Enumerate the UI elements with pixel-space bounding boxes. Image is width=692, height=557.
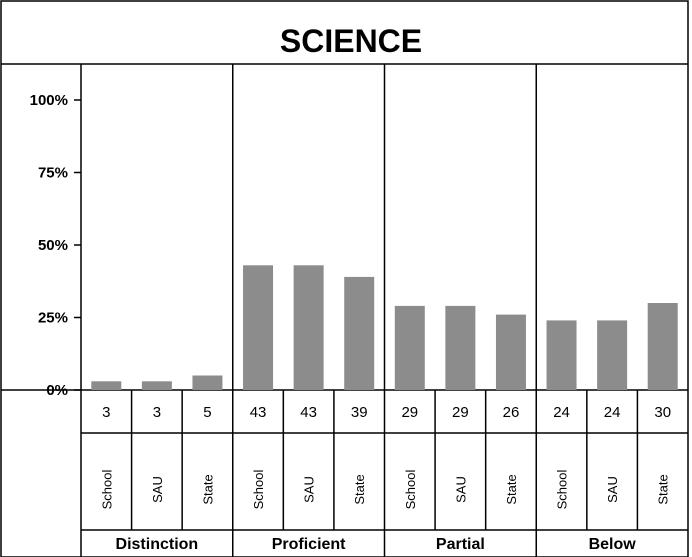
bar [647, 303, 678, 390]
bars-layer [91, 265, 678, 390]
entity-label: SAU [302, 476, 317, 503]
bar [91, 381, 122, 390]
bar [192, 375, 223, 390]
bar [243, 265, 274, 390]
y-tick-label: 75% [38, 165, 68, 182]
value-label: 3 [153, 404, 161, 421]
y-tick-label: 25% [38, 310, 68, 327]
entity-label: School [99, 470, 114, 510]
bar [293, 265, 324, 390]
entity-label: State [352, 474, 367, 504]
bar [546, 320, 577, 390]
entity-label: School [251, 470, 266, 510]
labels-layer: SCIENCE 0% 25% 50% 75% 100% Distinction 3 Schoo… [30, 23, 671, 553]
bar [445, 305, 476, 390]
value-label: 43 [300, 404, 317, 421]
entity-label: State [504, 474, 519, 504]
bar [141, 381, 172, 390]
bar [495, 314, 526, 390]
value-label: 43 [250, 404, 267, 421]
entity-label: SAU [453, 476, 468, 503]
entity-label: SAU [605, 476, 620, 503]
entity-label: School [555, 470, 570, 510]
bar [394, 305, 425, 390]
chart-title: SCIENCE [280, 23, 422, 59]
entity-label: State [200, 474, 215, 504]
group-label: Below [589, 536, 637, 553]
value-label: 29 [452, 404, 469, 421]
value-label: 29 [401, 404, 418, 421]
entity-label: State [656, 474, 671, 504]
value-label: 24 [553, 404, 570, 421]
value-label: 5 [203, 404, 211, 421]
entity-label: SAU [150, 476, 165, 503]
value-label: 3 [102, 404, 110, 421]
value-label: 30 [654, 404, 671, 421]
group-label: Partial [436, 536, 485, 553]
group-label: Proficient [272, 536, 346, 553]
value-label: 26 [503, 404, 520, 421]
y-tick-label: 0% [46, 382, 68, 399]
bar [597, 320, 628, 390]
bar [344, 276, 375, 390]
y-tick-label: 100% [30, 92, 68, 109]
y-tick-label: 50% [38, 237, 68, 254]
value-label: 39 [351, 404, 368, 421]
entity-label: School [403, 470, 418, 510]
value-label: 24 [604, 404, 621, 421]
group-label: Distinction [116, 536, 199, 553]
